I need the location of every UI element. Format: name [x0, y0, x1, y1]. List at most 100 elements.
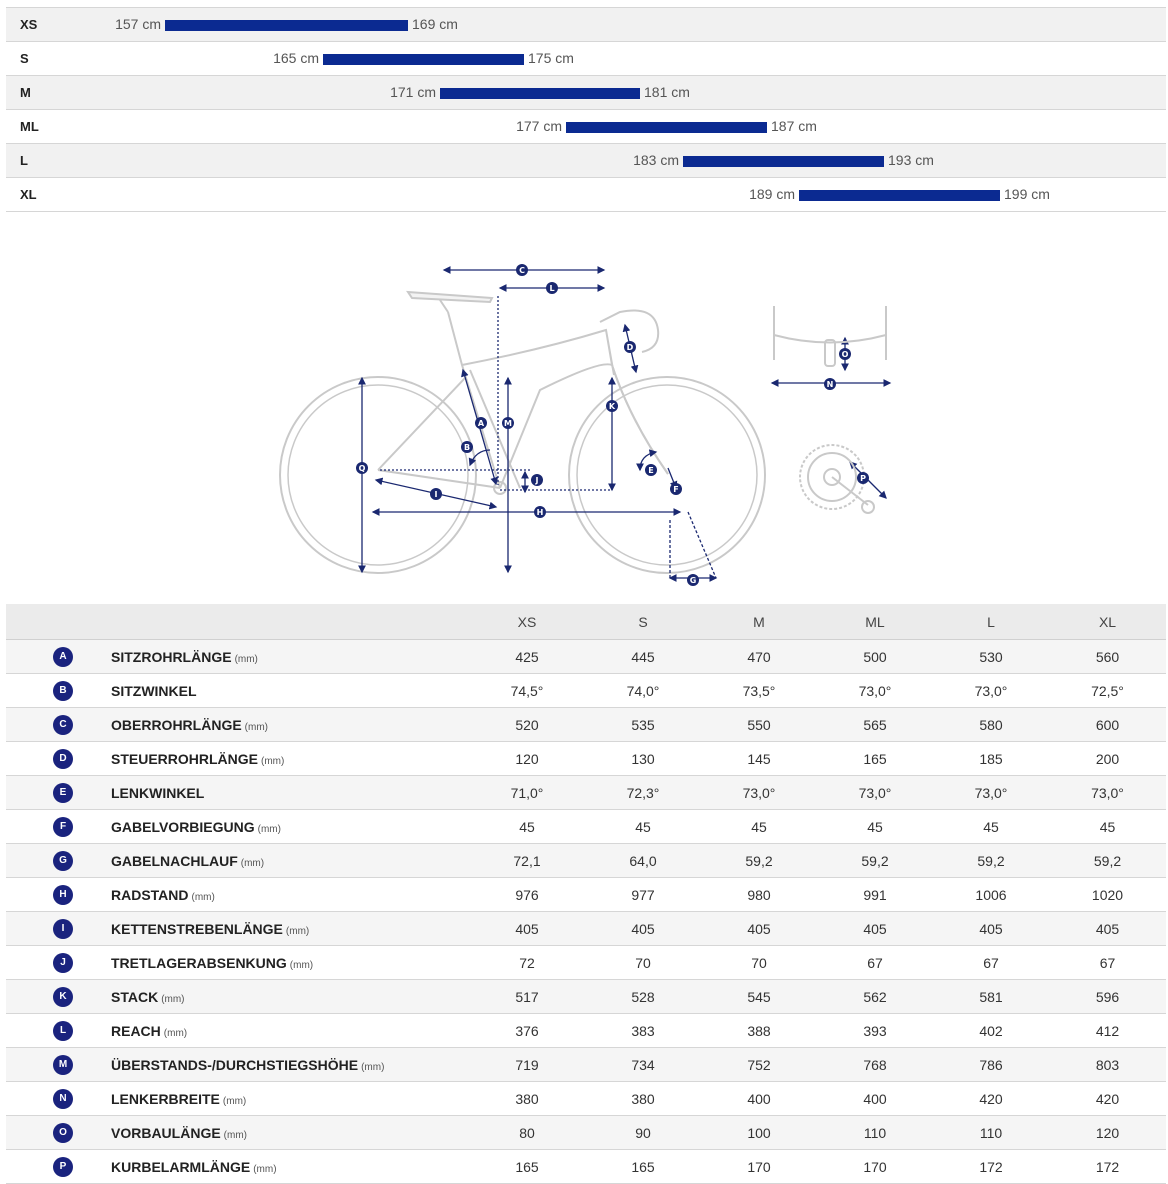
range-bar: [566, 122, 767, 133]
range-bar: [440, 88, 640, 99]
row-name: SITZROHRLÄNGE: [111, 648, 232, 665]
row-name-cell: SITZWINKEL: [111, 673, 469, 708]
row-badge: B: [53, 680, 73, 701]
table-row: E LENKWINKEL 71,0° 72,3° 73,0° 73,0° 73,0° 73,0…: [6, 775, 1166, 810]
value-cell: 420: [933, 1081, 1049, 1116]
row-badge: J: [53, 952, 73, 973]
svg-text:H: H: [537, 508, 544, 517]
badge-f: F: [670, 483, 682, 495]
svg-text:N: N: [827, 380, 834, 389]
value-cell: 445: [585, 639, 701, 674]
svg-text:O: O: [842, 350, 849, 359]
badge-p: P: [857, 472, 869, 484]
value-cell: 580: [933, 707, 1049, 742]
value-cell: 72,3°: [585, 775, 701, 810]
value-cell: 145: [701, 741, 817, 776]
value-cell: 74,0°: [585, 673, 701, 708]
value-cell: 45: [817, 809, 933, 844]
value-cell: 200: [1049, 741, 1166, 776]
range-max: 175 cm: [528, 50, 574, 66]
value-cell: 530: [933, 639, 1049, 674]
value-cell: 470: [701, 639, 817, 674]
row-name-cell: STEUERROHRLÄNGE (mm): [111, 741, 469, 776]
row-name-cell: TRETLAGERABSENKUNG (mm): [111, 945, 469, 980]
value-cell: 73,0°: [1049, 775, 1166, 810]
badge-a: A: [475, 417, 487, 429]
value-cell: 59,2: [817, 843, 933, 878]
value-cell: 165: [469, 1149, 585, 1184]
table-row: H RADSTAND (mm) 976 977 980 991 1006 1020: [6, 877, 1166, 912]
range-max: 199 cm: [1004, 186, 1050, 202]
row-badge: A: [53, 646, 73, 667]
value-cell: 45: [933, 809, 1049, 844]
value-cell: 80: [469, 1115, 585, 1150]
size-row-xl: XL 189 cm 199 cm: [6, 178, 1166, 212]
value-cell: 73,0°: [817, 775, 933, 810]
row-badge: P: [53, 1156, 73, 1177]
seatpost: [439, 299, 449, 313]
row-unit: (mm): [163, 1027, 188, 1039]
front-wheel-inner: [576, 384, 758, 566]
value-cell: 581: [933, 979, 1049, 1014]
value-cell: 719: [469, 1047, 585, 1082]
value-cell: 405: [933, 911, 1049, 946]
value-cell: 405: [1049, 911, 1166, 946]
badge-g: G: [687, 574, 699, 586]
row-name-cell: GABELNACHLAUF (mm): [111, 843, 469, 878]
value-cell: 71,0°: [469, 775, 585, 810]
table-row: P KURBELARMLÄNGE (mm) 165 165 170 170 172 172: [6, 1149, 1166, 1184]
svg-text:E: E: [648, 466, 653, 475]
value-cell: 596: [1049, 979, 1166, 1014]
row-unit: (mm): [222, 1095, 247, 1107]
bike-geometry-diagram: C L D K M A B Q I J H E F G O N P: [279, 264, 892, 586]
row-badge: G: [53, 850, 73, 871]
fork: [611, 364, 669, 475]
row-badge-cell: B: [6, 673, 111, 708]
value-cell: 388: [701, 1013, 817, 1048]
badge-j: J: [531, 474, 543, 486]
value-cell: 560: [1049, 639, 1166, 674]
row-name: GABELNACHLAUF: [111, 852, 238, 869]
value-cell: 376: [469, 1013, 585, 1048]
range-min: 157 cm: [115, 16, 161, 32]
badge-l: L: [546, 282, 558, 294]
row-unit: (mm): [285, 925, 310, 937]
column-header: XL: [1049, 604, 1166, 640]
stem-handlebar: [599, 309, 660, 353]
badge-n: N: [824, 378, 836, 390]
value-cell: 74,5°: [469, 673, 585, 708]
row-badge: F: [53, 816, 73, 837]
value-cell: 412: [1049, 1013, 1166, 1048]
svg-text:D: D: [627, 343, 634, 352]
row-name-cell: KURBELARMLÄNGE (mm): [111, 1149, 469, 1184]
value-cell: 172: [933, 1149, 1049, 1184]
handlebar-top-view: [773, 306, 887, 367]
size-label: XS: [20, 17, 38, 32]
value-cell: 45: [469, 809, 585, 844]
row-badge: M: [53, 1054, 73, 1075]
row-unit: (mm): [191, 891, 215, 903]
range-min: 183 cm: [633, 152, 679, 168]
row-badge-cell: K: [6, 979, 111, 1014]
value-cell: 72,1: [469, 843, 585, 878]
row-badge: I: [53, 918, 73, 939]
row-badge-cell: P: [6, 1149, 111, 1184]
value-cell: 73,0°: [933, 775, 1049, 810]
table-row: L REACH (mm) 376 383 388 393 402 412: [6, 1013, 1166, 1048]
value-cell: 425: [469, 639, 585, 674]
table-row: M ÜBERSTANDS-/DURCHSTIEGSHÖHE (mm) 719 734 75…: [6, 1047, 1166, 1082]
size-chart: XS 157 cm 169 cm S 165 cm 175 cm M 171 c…: [6, 7, 1166, 212]
table-row: J TRETLAGERABSENKUNG (mm) 72 70 70 67 67 67: [6, 945, 1166, 980]
row-name-cell: REACH (mm): [111, 1013, 469, 1048]
badge-o: O: [839, 348, 851, 360]
table-row: N LENKERBREITE (mm) 380 380 400 400 420 420: [6, 1081, 1166, 1116]
svg-text:I: I: [435, 490, 438, 499]
row-badge-cell: D: [6, 741, 111, 776]
range-min: 177 cm: [516, 118, 562, 134]
column-header: XS: [469, 604, 585, 640]
badge-q: Q: [356, 462, 368, 474]
row-badge-cell: F: [6, 809, 111, 844]
value-cell: 734: [585, 1047, 701, 1082]
value-cell: 59,2: [701, 843, 817, 878]
value-cell: 170: [701, 1149, 817, 1184]
